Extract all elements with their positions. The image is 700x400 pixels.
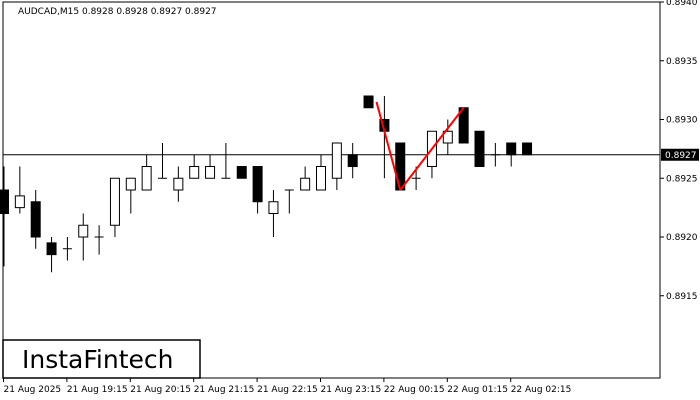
candle [125,177,136,214]
candle-body [268,201,279,214]
price-tag-label: 0.8927 [665,151,697,161]
candle [252,166,263,214]
x-tick-label: 21 Aug 21:15 [194,385,255,395]
candle [78,213,89,261]
candle [0,166,9,267]
candle [173,166,184,202]
candle-body [506,142,517,156]
candle [236,166,247,179]
x-tick-label: 21 Aug 23:15 [321,385,382,395]
x-tick-label: 21 Aug 22:15 [257,385,318,395]
candle-body [331,142,342,179]
x-axis: 21 Aug 2025 21 Aug 19:15 21 Aug 20:15 21 Au… [3,378,572,395]
candle-body [236,166,247,179]
candle [46,237,57,273]
y-tick-label: 0.8915 [666,292,698,302]
candle-body [442,130,453,144]
candle [221,143,231,179]
candle-body [522,142,533,156]
candle-body [363,95,374,109]
candle [506,142,517,167]
candle [205,154,216,179]
candle-body [205,166,216,179]
candle-body [395,142,406,191]
candle [363,95,374,109]
logo-text: InstaFintech [22,345,174,374]
y-axis: 0.8940 0.8935 0.8930 0.8925 0.8920 0.8915 [660,0,698,302]
candle [284,189,294,214]
x-tick-label: 22 Aug 01:15 [447,385,508,395]
candle [442,119,453,155]
candle [316,154,326,191]
price-tag-box [661,148,699,161]
candle [474,130,485,167]
pattern-line [375,101,465,191]
x-tick-label: 22 Aug 00:15 [384,385,445,395]
x-tick-label: 21 Aug 20:15 [130,385,191,395]
candle-body [78,224,89,238]
candle [347,143,358,179]
pattern-segment [375,101,402,191]
instafintech-logo: InstaFintech [2,339,201,379]
candle [141,154,152,191]
candle [189,154,200,179]
plot-area [2,1,661,379]
candle-body [316,166,326,191]
candle-body [173,177,184,191]
x-tick-label: 21 Aug 2025 [4,385,62,395]
y-tick-label: 0.8930 [666,116,698,126]
y-tick-label: 0.8925 [666,174,698,184]
candle-body [347,154,358,167]
candle [30,190,41,249]
candle-body [125,177,136,191]
logo-frame [2,339,201,379]
candle-body [46,242,57,256]
candle-body [474,130,485,167]
candle [109,177,120,237]
y-tick-label: 0.8935 [666,57,698,67]
candle [490,143,500,167]
candle-body [141,166,152,191]
candle [268,190,279,237]
candle [300,166,311,191]
candle-body [0,189,9,214]
candle [158,143,167,179]
candle-body [14,195,25,209]
candle [94,225,104,255]
candle [62,237,72,261]
pattern-segment [399,107,465,191]
candle [395,142,406,191]
candle-body [300,177,311,191]
y-tick-label: 0.8940 [666,0,698,8]
candle [331,142,342,190]
current-price-tag: 0.8927 [661,148,699,161]
candle-body [30,201,41,238]
candle-body [109,177,120,226]
candle-body [189,166,200,179]
candle [14,166,25,214]
candle [522,142,533,156]
x-tick-label: 22 Aug 02:15 [511,385,572,395]
candle-body [252,166,263,203]
symbol-label: AUDCAD,M15 0.8928 0.8928 0.8927 0.8927 [18,7,217,17]
x-tick-label: 21 Aug 19:15 [67,385,128,395]
y-tick-label: 0.8920 [666,233,698,243]
